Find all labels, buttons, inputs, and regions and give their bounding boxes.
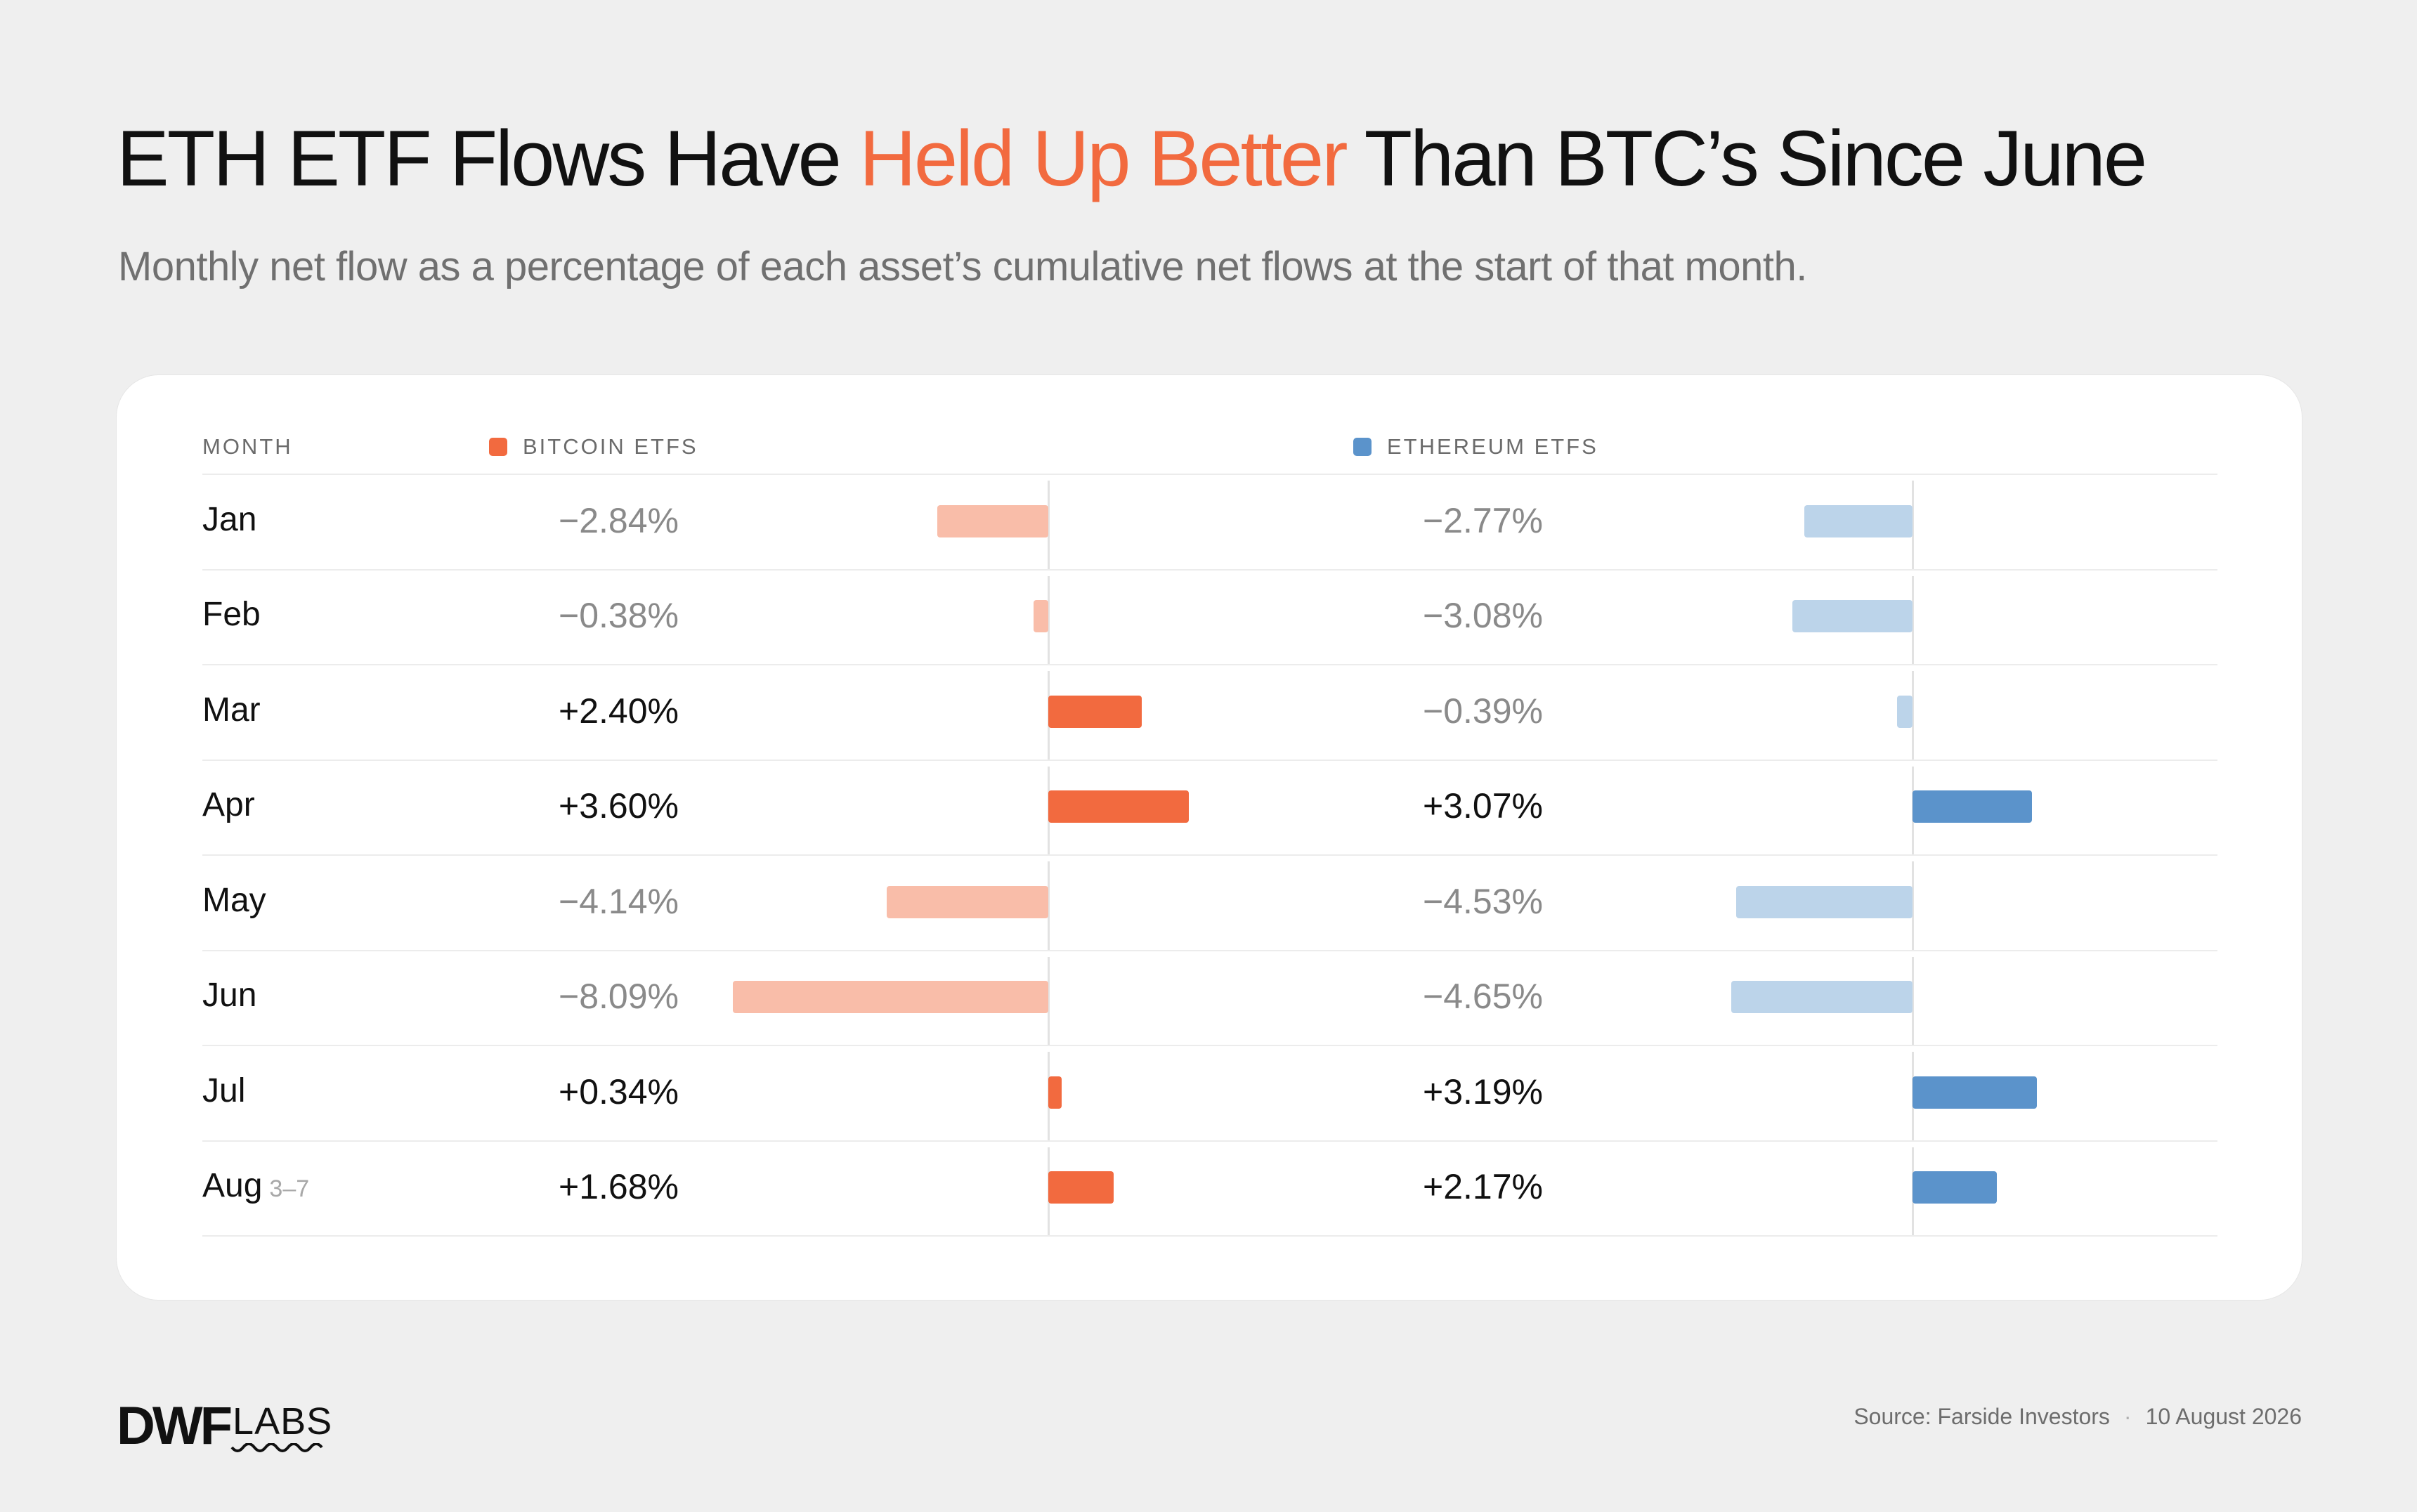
dwf-labs-logo: DWFLABS	[117, 1395, 332, 1456]
row-divider	[202, 1140, 2217, 1142]
ethereum-bar	[1792, 600, 1913, 633]
ethereum-zero-axis	[1912, 671, 1914, 760]
bitcoin-legend-label: BITCOIN ETFS	[523, 434, 698, 459]
bitcoin-bar	[733, 981, 1048, 1014]
column-header-bitcoin: BITCOIN ETFS	[489, 434, 698, 460]
month-name: Feb	[202, 596, 261, 634]
month-label: May	[202, 881, 266, 920]
bitcoin-zero-axis	[1048, 861, 1050, 950]
month-name: Jan	[202, 500, 257, 538]
ethereum-bar	[1913, 1076, 2038, 1109]
bitcoin-bar	[1033, 600, 1048, 633]
source-date: 10 August 2026	[2145, 1404, 2302, 1429]
ethereum-bar	[1913, 790, 2033, 823]
month-name: Aug	[202, 1167, 263, 1205]
ethereum-value-label: −3.08%	[1423, 596, 1543, 636]
month-label: Feb	[202, 595, 261, 634]
month-label: Apr	[202, 786, 255, 824]
bitcoin-value-label: +0.34%	[559, 1071, 679, 1112]
row-divider	[202, 759, 2217, 761]
month-name: Apr	[202, 786, 255, 824]
row-divider	[202, 664, 2217, 665]
row-divider	[202, 949, 2217, 951]
ethereum-value-label: −0.39%	[1423, 691, 1543, 731]
ethereum-value-label: −4.65%	[1423, 977, 1543, 1017]
bitcoin-bar	[1048, 1076, 1062, 1109]
bitcoin-value-label: −4.14%	[559, 881, 679, 921]
bitcoin-value-label: −0.38%	[559, 596, 679, 636]
bitcoin-legend-swatch	[489, 438, 507, 456]
ethereum-legend-swatch	[1353, 438, 1372, 456]
column-header-month: MONTH	[202, 434, 293, 459]
bitcoin-zero-axis	[1048, 575, 1050, 664]
bitcoin-value-label: +2.40%	[559, 691, 679, 731]
bitcoin-value-label: −8.09%	[559, 977, 679, 1017]
month-label: Mar	[202, 691, 261, 729]
title-highlight: Held Up Better	[859, 115, 1348, 202]
ethereum-legend-label: ETHEREUM ETFS	[1387, 434, 1598, 459]
chart-title: ETH ETF Flows Have Held Up Better Than B…	[117, 119, 2147, 198]
ethereum-value-label: +3.07%	[1423, 786, 1543, 826]
ethereum-bar	[1897, 695, 1913, 728]
bitcoin-value-label: +3.60%	[559, 786, 679, 826]
month-label: Jun	[202, 976, 256, 1015]
row-divider	[202, 1045, 2217, 1046]
ethereum-bar	[1913, 1171, 1998, 1204]
bitcoin-value-label: −2.84%	[559, 500, 679, 540]
row-divider	[202, 474, 2217, 475]
ethereum-zero-axis	[1912, 956, 1914, 1045]
month-name: Jul	[202, 1071, 246, 1109]
ethereum-zero-axis	[1912, 481, 1914, 569]
source-text: Source: Farside Investors	[1854, 1404, 2110, 1429]
month-name: May	[202, 881, 266, 919]
month-label: Jan	[202, 500, 256, 539]
bitcoin-bar	[1048, 695, 1142, 728]
ethereum-value-label: +3.19%	[1423, 1071, 1543, 1112]
ethereum-value-label: +2.17%	[1423, 1167, 1543, 1207]
row-divider	[202, 568, 2217, 571]
bitcoin-value-label: +1.68%	[559, 1167, 679, 1207]
bitcoin-zero-axis	[1048, 956, 1050, 1045]
bitcoin-bar	[937, 504, 1048, 537]
bitcoin-bar	[887, 885, 1048, 918]
chart-subtitle: Monthly net flow as a percentage of each…	[118, 244, 1807, 289]
month-note: 3–7	[269, 1175, 310, 1203]
logo-wave-icon	[230, 1443, 323, 1452]
month-label: Jul	[202, 1071, 245, 1110]
logo-main: DWF	[117, 1396, 233, 1456]
month-name: Jun	[202, 977, 257, 1015]
title-post: Than BTC’s Since June	[1346, 115, 2148, 202]
bitcoin-zero-axis	[1048, 481, 1050, 569]
ethereum-zero-axis	[1912, 575, 1914, 664]
month-name: Mar	[202, 691, 261, 729]
title-pre: ETH ETF Flows Have	[117, 115, 859, 202]
month-label: Aug 3–7	[202, 1166, 309, 1205]
source-note: Source: Farside Investors · 10 August 2026	[1854, 1404, 2302, 1430]
ethereum-bar	[1735, 885, 1913, 918]
logo-sub: LABS	[233, 1400, 333, 1442]
chart-card	[117, 375, 2302, 1300]
bitcoin-bar	[1048, 790, 1189, 823]
ethereum-value-label: −2.77%	[1423, 500, 1543, 540]
ethereum-bar	[1804, 504, 1913, 537]
row-divider	[202, 1235, 2217, 1237]
ethereum-bar	[1731, 981, 1913, 1014]
source-separator: ·	[2123, 1404, 2132, 1429]
ethereum-zero-axis	[1912, 861, 1914, 950]
bitcoin-bar	[1048, 1171, 1114, 1204]
ethereum-value-label: −4.53%	[1423, 881, 1543, 921]
column-header-ethereum: ETHEREUM ETFS	[1353, 434, 1598, 460]
row-divider	[202, 854, 2217, 856]
